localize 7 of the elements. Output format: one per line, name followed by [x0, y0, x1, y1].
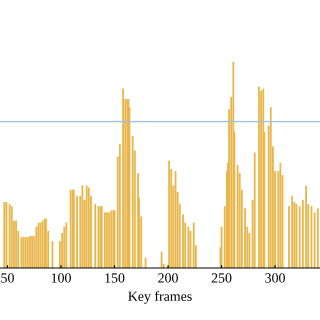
x-tick-label: 100 [52, 273, 71, 283]
x-tick-label: 250 [212, 273, 232, 283]
x-tick-label: 150 [105, 273, 124, 283]
x-tick-label: 200 [158, 273, 178, 283]
x-axis-title: Key frames [128, 291, 192, 304]
x-tick-label: 300 [265, 273, 285, 283]
x-tick-label: 50 [1, 273, 14, 283]
